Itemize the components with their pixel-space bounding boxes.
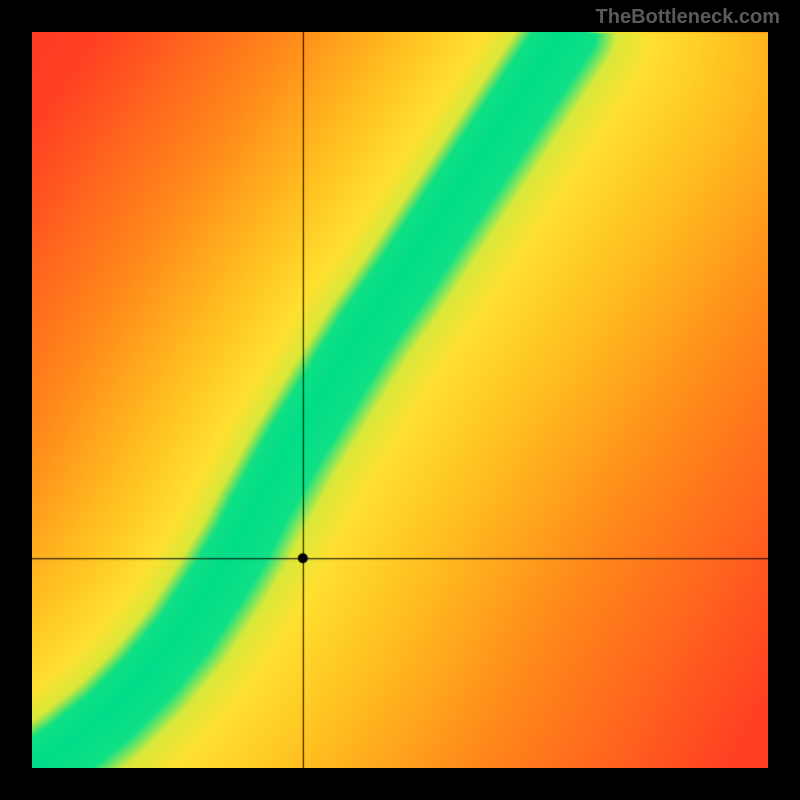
plot-area xyxy=(32,32,768,768)
heatmap-canvas xyxy=(32,32,768,768)
attribution-text: TheBottleneck.com xyxy=(596,6,780,29)
chart-container: TheBottleneck.com xyxy=(0,0,800,800)
